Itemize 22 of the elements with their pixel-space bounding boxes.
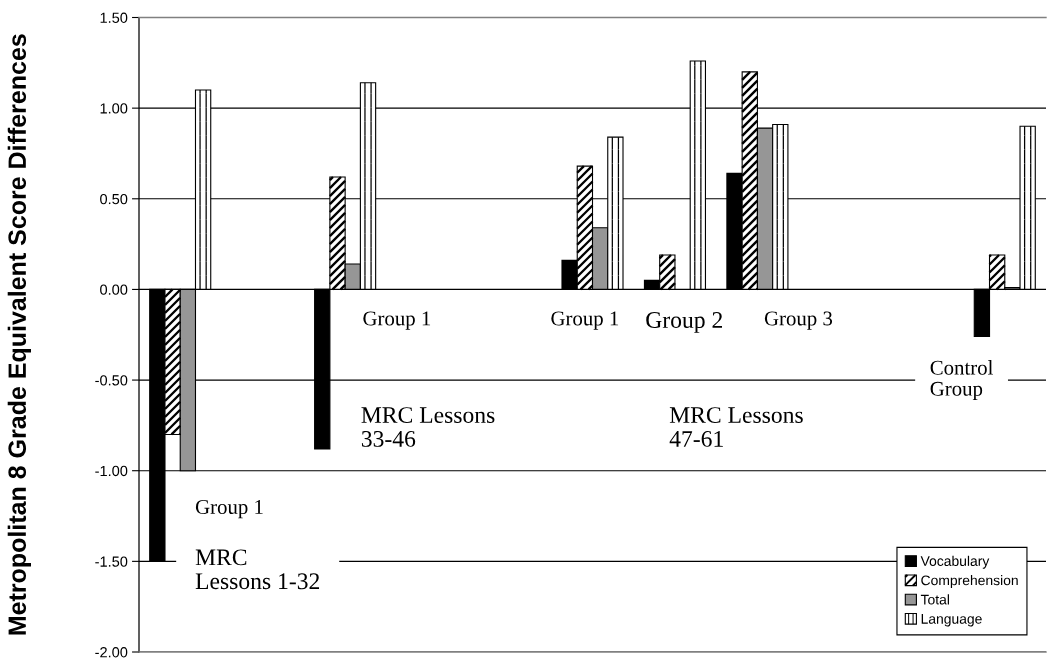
annotation: Group 1 [363, 311, 431, 330]
legend-label: Vocabulary [920, 555, 990, 569]
y-tick-label: -2.00 [95, 647, 128, 658]
annotation: Group 1 [195, 500, 263, 519]
annotation: MRC Lessons 47-61 [669, 407, 803, 447]
annotation: MRC Lessons 33-46 [361, 407, 495, 447]
y-tick-label: 0.50 [100, 193, 128, 205]
y-tick-label: 1.00 [100, 103, 128, 114]
y-tick-label: -1.50 [95, 556, 128, 567]
legend-label: Language [921, 614, 982, 627]
annotation: Group 2 [646, 312, 723, 333]
annotation: Group 1 [551, 311, 619, 330]
y-tick-label: -1.00 [95, 465, 128, 477]
annotation: MRC Lessons 1-32 [195, 549, 320, 590]
y-tick-label: -0.50 [95, 375, 128, 386]
y-axis-title: Metropolitan 8 Grade Equivalent Score Differences [7, 34, 31, 635]
annotation: Control Group [930, 360, 993, 401]
legend-label: Total [920, 594, 949, 605]
y-tick-label: 0.00 [100, 284, 128, 295]
y-tick-label: 1.50 [100, 12, 128, 23]
annotation: Group 3 [764, 311, 833, 330]
legend-label: Comprehension [921, 575, 1018, 588]
